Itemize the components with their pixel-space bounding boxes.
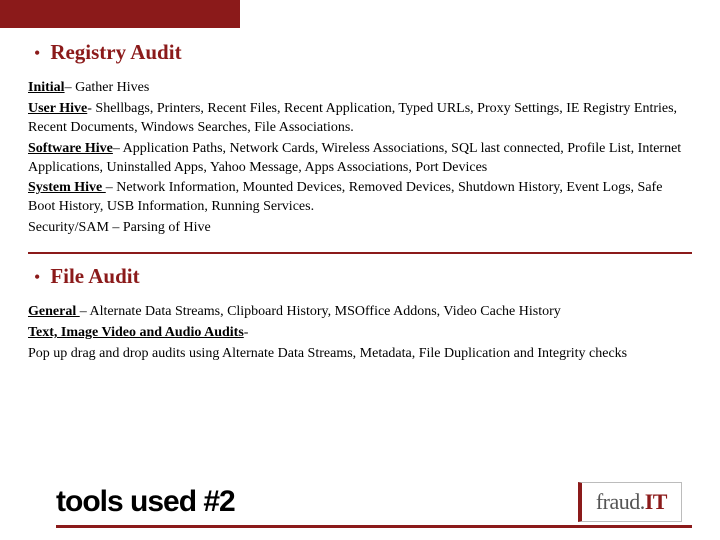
- list-item: Initial– Gather Hives: [28, 79, 692, 98]
- list-item: Pop up drag and drop audits using Altern…: [28, 345, 692, 364]
- item-label: User Hive: [28, 101, 87, 116]
- item-label: Software Hive: [28, 141, 113, 156]
- list-item: Software Hive– Application Paths, Networ…: [28, 140, 692, 178]
- header-bar: [0, 0, 240, 28]
- content-area: • Registry Audit Initial– Gather Hives U…: [0, 28, 720, 238]
- item-label: Initial: [28, 80, 65, 95]
- section-heading-row: • Registry Audit: [28, 40, 692, 79]
- bullet-icon: •: [34, 43, 40, 64]
- item-sep: –: [65, 80, 76, 95]
- logo-text-it: IT: [645, 489, 667, 514]
- item-label: System Hive: [28, 180, 106, 195]
- item-sep: –: [80, 304, 90, 319]
- section-divider: [28, 252, 692, 254]
- list-item: User Hive- Shellbags, Printers, Recent F…: [28, 100, 692, 138]
- brand-logo: fraud.IT: [578, 482, 682, 522]
- bullet-icon: •: [34, 267, 40, 288]
- item-text: Application Paths, Network Cards, Wirele…: [28, 141, 681, 175]
- item-text: Gather Hives: [75, 80, 149, 95]
- item-text: Pop up drag and drop audits using Altern…: [28, 346, 627, 361]
- footer-rule: [56, 525, 692, 528]
- list-item: Text, Image Video and Audio Audits-: [28, 324, 692, 343]
- logo-text-fraud: fraud: [596, 489, 640, 514]
- section1-body: Initial– Gather Hives User Hive- Shellba…: [28, 79, 692, 238]
- item-label: General: [28, 304, 80, 319]
- item-sep: -: [244, 325, 249, 340]
- content-area-2: • File Audit General – Alternate Data St…: [0, 264, 720, 364]
- section1-heading: Registry Audit: [50, 40, 181, 65]
- item-sep: –: [113, 141, 123, 156]
- list-item: Security/SAM – Parsing of Hive: [28, 219, 692, 238]
- list-item: System Hive – Network Information, Mount…: [28, 179, 692, 217]
- item-text: Alternate Data Streams, Clipboard Histor…: [89, 304, 560, 319]
- section-heading-row: • File Audit: [28, 264, 692, 303]
- item-text: Security/SAM – Parsing of Hive: [28, 220, 211, 235]
- list-item: General – Alternate Data Streams, Clipbo…: [28, 303, 692, 322]
- section2-body: General – Alternate Data Streams, Clipbo…: [28, 303, 692, 364]
- item-text: Network Information, Mounted Devices, Re…: [28, 180, 662, 214]
- item-label: Text, Image Video and Audio Audits: [28, 325, 244, 340]
- footer: tools used #2 fraud.IT: [0, 485, 720, 528]
- item-sep: –: [106, 180, 117, 195]
- section2-heading: File Audit: [50, 264, 139, 289]
- item-text: Shellbags, Printers, Recent Files, Recen…: [28, 101, 677, 135]
